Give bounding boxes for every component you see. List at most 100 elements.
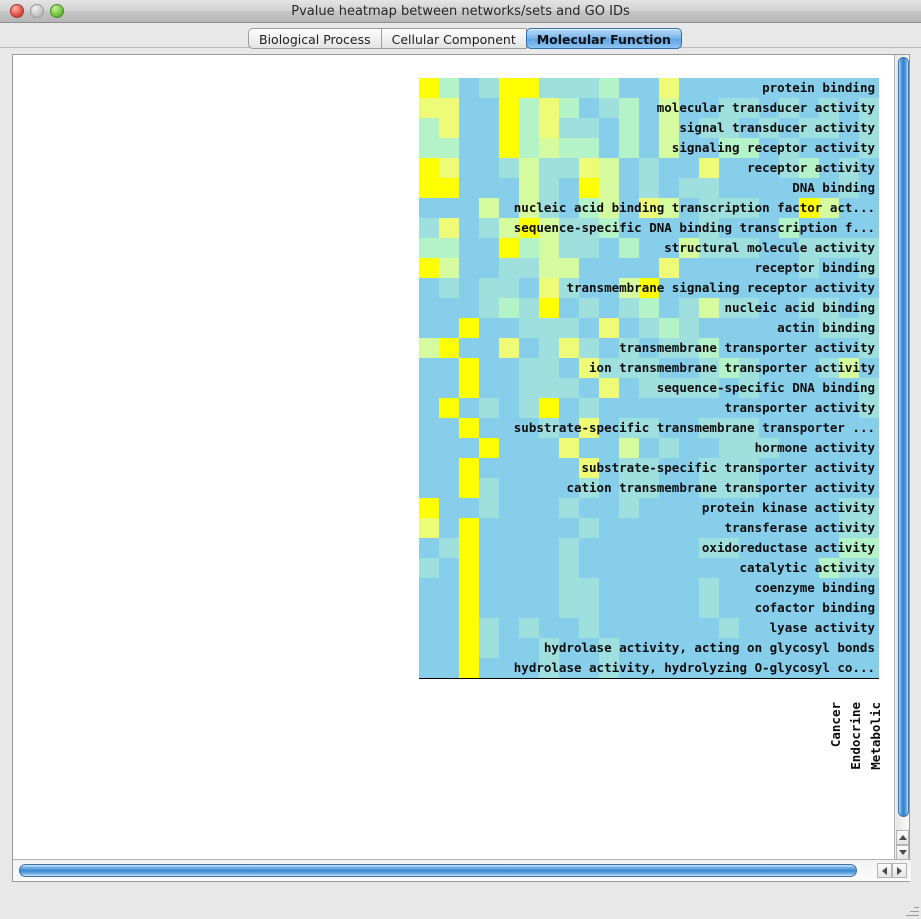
heatmap-cell[interactable] <box>759 118 779 138</box>
heatmap-cell[interactable] <box>839 518 859 538</box>
heatmap-cell[interactable] <box>439 418 459 438</box>
heatmap-cell[interactable] <box>739 658 759 678</box>
heatmap-cell[interactable] <box>419 258 439 278</box>
heatmap-cell[interactable] <box>579 238 599 258</box>
heatmap-cell[interactable] <box>599 338 619 358</box>
heatmap-cell[interactable] <box>739 598 759 618</box>
heatmap-cell[interactable] <box>779 638 799 658</box>
tab-cellular-component[interactable]: Cellular Component <box>381 28 527 49</box>
heatmap-cell[interactable] <box>639 118 659 138</box>
heatmap-cell[interactable] <box>719 138 739 158</box>
heatmap-cell[interactable] <box>579 558 599 578</box>
heatmap-cell[interactable] <box>599 98 619 118</box>
vertical-scrollbar-thumb[interactable] <box>898 57 909 817</box>
heatmap-cell[interactable] <box>719 318 739 338</box>
heatmap-cell[interactable] <box>579 638 599 658</box>
heatmap-cell[interactable] <box>479 278 499 298</box>
heatmap-cell[interactable] <box>839 78 859 98</box>
heatmap-cell[interactable] <box>499 498 519 518</box>
heatmap-cell[interactable] <box>559 458 579 478</box>
heatmap-cell[interactable] <box>719 618 739 638</box>
heatmap-cell[interactable] <box>619 338 639 358</box>
heatmap-cell[interactable] <box>559 398 579 418</box>
heatmap-cell[interactable] <box>679 438 699 458</box>
heatmap-cell[interactable] <box>679 618 699 638</box>
heatmap-cell[interactable] <box>419 238 439 258</box>
heatmap-cell[interactable] <box>699 558 719 578</box>
heatmap-cell[interactable] <box>699 458 719 478</box>
heatmap-cell[interactable] <box>739 518 759 538</box>
heatmap-cell[interactable] <box>759 318 779 338</box>
heatmap-cell[interactable] <box>619 278 639 298</box>
heatmap-cell[interactable] <box>519 458 539 478</box>
heatmap-cell[interactable] <box>799 358 819 378</box>
heatmap-cell[interactable] <box>619 578 639 598</box>
heatmap-cell[interactable] <box>779 258 799 278</box>
heatmap-cell[interactable] <box>499 398 519 418</box>
heatmap-cell[interactable] <box>599 438 619 458</box>
heatmap-cell[interactable] <box>739 638 759 658</box>
heatmap-cell[interactable] <box>499 518 519 538</box>
heatmap-cell[interactable] <box>799 578 819 598</box>
heatmap-cell[interactable] <box>519 618 539 638</box>
heatmap-cell[interactable] <box>439 518 459 538</box>
heatmap-cell[interactable] <box>419 578 439 598</box>
heatmap-cell[interactable] <box>519 478 539 498</box>
heatmap-cell[interactable] <box>779 118 799 138</box>
heatmap-cell[interactable] <box>479 478 499 498</box>
heatmap-cell[interactable] <box>539 118 559 138</box>
heatmap-cell[interactable] <box>459 578 479 598</box>
heatmap-cell[interactable] <box>819 398 839 418</box>
tab-molecular-function[interactable]: Molecular Function <box>525 28 682 49</box>
heatmap-cell[interactable] <box>679 98 699 118</box>
heatmap-cell[interactable] <box>699 438 719 458</box>
heatmap-cell[interactable] <box>599 538 619 558</box>
heatmap-cell[interactable] <box>759 158 779 178</box>
heatmap-cell[interactable] <box>699 158 719 178</box>
heatmap-cell[interactable] <box>639 238 659 258</box>
heatmap-cell[interactable] <box>559 238 579 258</box>
heatmap-cell[interactable] <box>779 438 799 458</box>
heatmap-cell[interactable] <box>419 118 439 138</box>
heatmap-cell[interactable] <box>499 358 519 378</box>
heatmap-cell[interactable] <box>719 98 739 118</box>
heatmap-cell[interactable] <box>859 278 879 298</box>
heatmap-cell[interactable] <box>679 178 699 198</box>
heatmap-cell[interactable] <box>419 518 439 538</box>
heatmap-cell[interactable] <box>639 618 659 638</box>
heatmap-cell[interactable] <box>459 498 479 518</box>
heatmap-cell[interactable] <box>499 418 519 438</box>
heatmap-cell[interactable] <box>699 418 719 438</box>
heatmap-cell[interactable] <box>559 438 579 458</box>
heatmap-cell[interactable] <box>839 558 859 578</box>
heatmap-cell[interactable] <box>579 78 599 98</box>
heatmap-cell[interactable] <box>779 398 799 418</box>
heatmap-cell[interactable] <box>579 518 599 538</box>
heatmap-cell[interactable] <box>539 578 559 598</box>
heatmap-cell[interactable] <box>419 358 439 378</box>
heatmap-cell[interactable] <box>699 478 719 498</box>
heatmap-cell[interactable] <box>639 638 659 658</box>
heatmap-cell[interactable] <box>839 578 859 598</box>
heatmap-cell[interactable] <box>679 278 699 298</box>
heatmap-cell[interactable] <box>739 298 759 318</box>
heatmap-cell[interactable] <box>659 158 679 178</box>
heatmap-cell[interactable] <box>499 598 519 618</box>
heatmap-cell[interactable] <box>659 218 679 238</box>
heatmap-cell[interactable] <box>599 78 619 98</box>
heatmap-cell[interactable] <box>519 278 539 298</box>
heatmap-cell[interactable] <box>839 658 859 678</box>
heatmap-cell[interactable] <box>779 418 799 438</box>
heatmap-cell[interactable] <box>459 398 479 418</box>
heatmap-cell[interactable] <box>559 358 579 378</box>
heatmap-cell[interactable] <box>419 478 439 498</box>
heatmap-cell[interactable] <box>519 198 539 218</box>
zoom-button[interactable] <box>50 4 64 18</box>
heatmap-cell[interactable] <box>459 78 479 98</box>
heatmap-cell[interactable] <box>739 618 759 638</box>
heatmap-cell[interactable] <box>439 378 459 398</box>
heatmap-cell[interactable] <box>759 558 779 578</box>
heatmap-cell[interactable] <box>619 498 639 518</box>
heatmap-cell[interactable] <box>839 258 859 278</box>
heatmap-cell[interactable] <box>739 258 759 278</box>
